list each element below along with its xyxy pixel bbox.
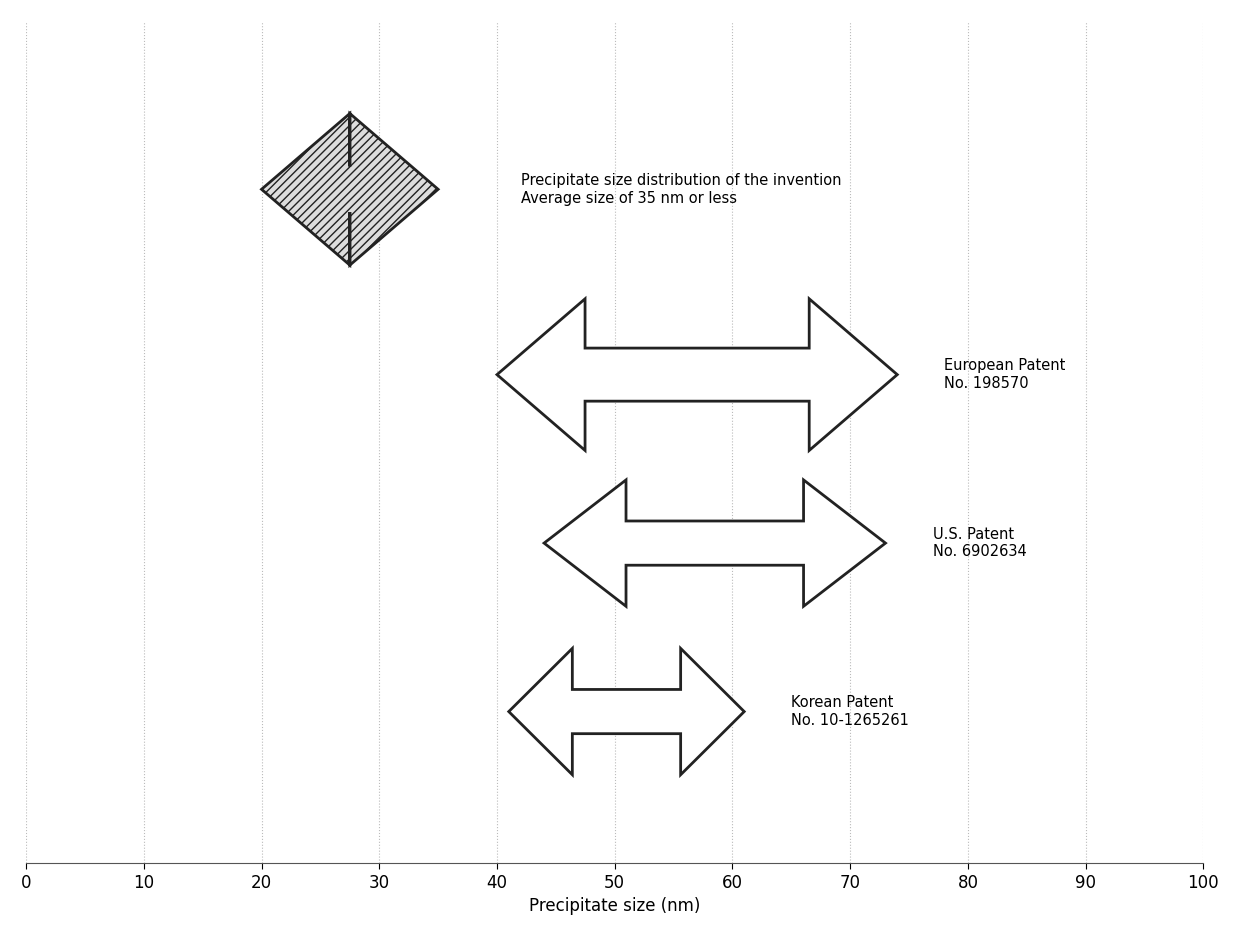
Polygon shape — [262, 113, 438, 265]
Polygon shape — [497, 299, 898, 450]
Text: Korean Patent
No. 10-1265261: Korean Patent No. 10-1265261 — [791, 695, 909, 728]
Text: U.S. Patent
No. 6902634: U.S. Patent No. 6902634 — [932, 527, 1027, 560]
Polygon shape — [544, 480, 885, 607]
Polygon shape — [508, 649, 744, 775]
X-axis label: Precipitate size (nm): Precipitate size (nm) — [529, 898, 701, 915]
Text: Precipitate size distribution of the invention
Average size of 35 nm or less: Precipitate size distribution of the inv… — [521, 173, 841, 206]
Text: European Patent
No. 198570: European Patent No. 198570 — [945, 358, 1065, 391]
